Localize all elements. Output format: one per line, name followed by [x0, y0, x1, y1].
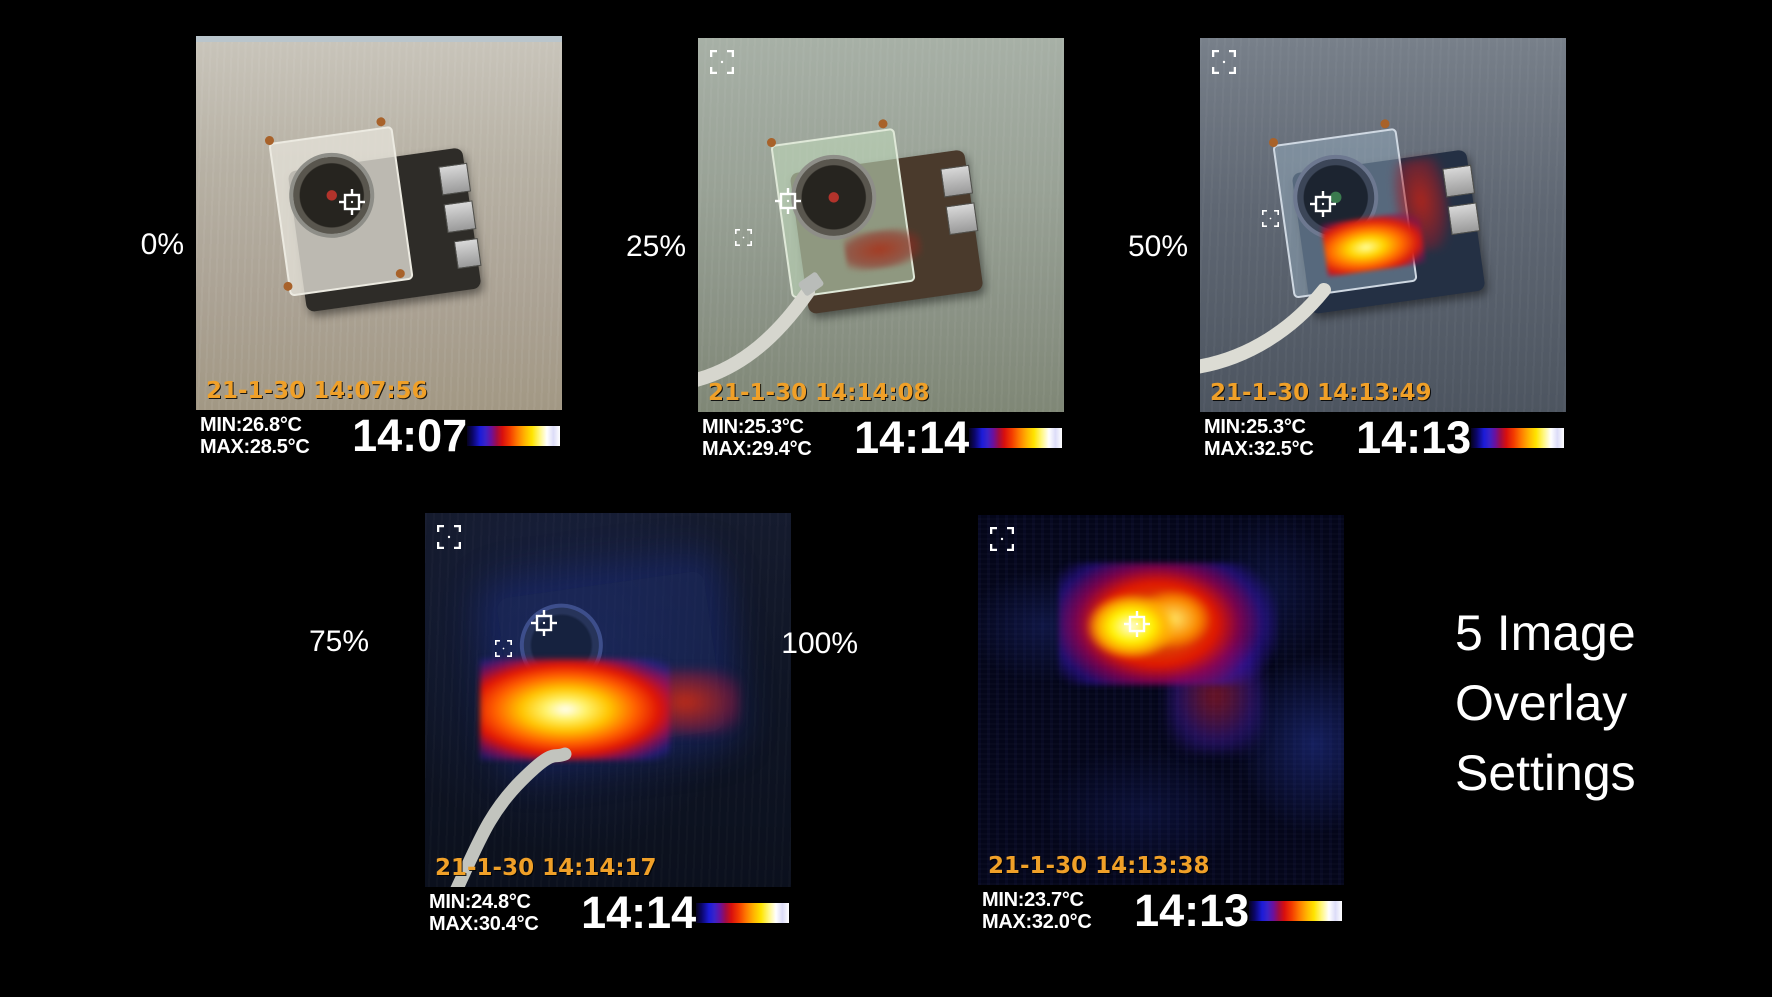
min-temperature: MIN:25.3°C: [702, 416, 804, 438]
usb-port: [454, 238, 482, 270]
thermal-hotspot: [1058, 563, 1279, 686]
thermal-palette-bar: [467, 426, 560, 446]
max-temperature: MAX:29.4°C: [702, 438, 812, 460]
thermal-palette-bar: [1249, 901, 1342, 921]
thermal-panel-0pct: 0% 21-1-30 14:07:56 MIN:26.8°C: [141, 36, 562, 461]
camera-info-bar: MIN:25.3°C MAX:29.4°C 14:14: [698, 412, 1064, 463]
thermal-panel-25pct: 25% 21-1-30 14:14:08: [626, 38, 1064, 463]
thermal-palette-bar: [969, 428, 1062, 448]
table-edge: [196, 36, 562, 42]
thermal-panel-50pct: 50% 21-1-30 14:13:49: [1128, 38, 1566, 463]
thermal-palette-bar: [1471, 428, 1564, 448]
usb-cable: [450, 747, 572, 887]
max-temperature: MAX:32.5°C: [1204, 438, 1314, 460]
usb-port: [443, 200, 477, 233]
temperature-range: MIN:25.3°C MAX:29.4°C: [698, 416, 850, 460]
usb-cable: [698, 272, 824, 387]
crosshair-target-icon: [1309, 191, 1336, 218]
timestamp-overlay: 21-1-30 14:13:38: [988, 853, 1210, 879]
crosshair-target-icon: [531, 610, 558, 637]
usb-cable: [1200, 283, 1331, 374]
focus-brackets-icon: [437, 525, 461, 549]
focus-brackets-icon: [990, 527, 1014, 551]
camera-frame: 21-1-30 14:07:56: [196, 36, 562, 410]
thermal-palette-bar: [696, 903, 789, 923]
crosshair-target-icon: [1124, 611, 1151, 638]
overlay-percent-label: 75%: [308, 625, 369, 658]
clock-display: 14:13: [1356, 412, 1472, 463]
timestamp-overlay: 21-1-30 14:07:56: [206, 378, 428, 404]
focus-brackets-icon: [710, 50, 734, 74]
thermal-hotspot: [479, 658, 671, 760]
min-spot-brackets-icon: [494, 640, 512, 658]
crosshair-target-icon: [338, 189, 365, 216]
camera-frame: 21-1-30 14:14:17: [425, 513, 791, 887]
crosshair-target-icon: [774, 187, 801, 214]
caption-line: 5 Image: [1455, 605, 1636, 661]
camera-frame: 21-1-30 14:13:38: [978, 515, 1344, 885]
overlay-percent-label: 25%: [625, 230, 686, 263]
clock-display: 14:13: [1134, 885, 1250, 936]
camera-frame: 21-1-30 14:14:08: [698, 38, 1064, 412]
min-temperature: MIN:23.7°C: [982, 889, 1084, 911]
max-temperature: MAX:32.0°C: [982, 911, 1092, 933]
min-temperature: MIN:24.8°C: [429, 891, 531, 913]
thermal-panel-100pct: 100% 21-1-30 14:13:38 MIN:23.7°C MAX:32.…: [781, 515, 1344, 936]
temperature-range: MIN:23.7°C MAX:32.0°C: [978, 889, 1130, 933]
timestamp-overlay: 21-1-30 14:13:49: [1210, 380, 1432, 406]
clock-display: 14:07: [352, 410, 468, 461]
min-spot-brackets-icon: [1262, 210, 1280, 228]
max-temperature: MAX:30.4°C: [429, 913, 539, 935]
clock-display: 14:14: [854, 412, 970, 463]
caption-line: Settings: [1455, 745, 1636, 801]
overlay-percent-label: 100%: [781, 627, 858, 660]
clock-display: 14:14: [581, 887, 697, 938]
raspberry-pi-device: [263, 116, 482, 313]
min-spot-brackets-icon: [734, 228, 752, 246]
camera-frame: 21-1-30 14:13:49: [1200, 38, 1566, 412]
camera-info-bar: MIN:23.7°C MAX:32.0°C 14:13: [978, 885, 1344, 936]
temperature-range: MIN:25.3°C MAX:32.5°C: [1200, 416, 1352, 460]
min-temperature: MIN:26.8°C: [200, 414, 302, 436]
overlay-percent-label: 0%: [140, 228, 184, 261]
focus-brackets-icon: [1212, 50, 1236, 74]
camera-info-bar: MIN:26.8°C MAX:28.5°C 14:07: [196, 410, 562, 461]
slide-caption: 5 Image Overlay Settings: [1455, 598, 1636, 808]
overlay-percent-label: 50%: [1127, 230, 1188, 263]
timestamp-overlay: 21-1-30 14:14:08: [708, 380, 930, 406]
timestamp-overlay: 21-1-30 14:14:17: [435, 855, 657, 881]
camera-info-bar: MIN:25.3°C MAX:32.5°C 14:13: [1200, 412, 1566, 463]
camera-info-bar: MIN:24.8°C MAX:30.4°C 14:14: [425, 887, 791, 938]
max-temperature: MAX:28.5°C: [200, 436, 310, 458]
standoff-screw: [282, 280, 293, 292]
caption-line: Overlay: [1455, 675, 1628, 731]
usb-port: [438, 163, 472, 196]
temperature-range: MIN:24.8°C MAX:30.4°C: [425, 891, 577, 935]
temperature-range: MIN:26.8°C MAX:28.5°C: [196, 414, 348, 458]
min-temperature: MIN:25.3°C: [1204, 416, 1306, 438]
thermal-panel-75pct: 75% 21-1-30 14:14:17 MIN:24.8°C MAX:30.4…: [309, 513, 791, 938]
